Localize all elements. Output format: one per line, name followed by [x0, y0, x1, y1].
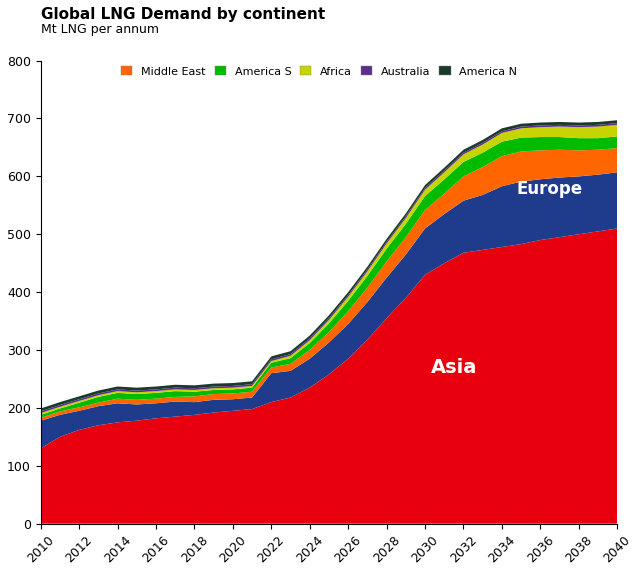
Legend: Middle East, America S, Africa, Australia, America N: Middle East, America S, Africa, Australi… — [121, 66, 518, 77]
Text: Asia: Asia — [431, 358, 477, 377]
Text: Europe: Europe — [517, 180, 583, 198]
Text: Mt LNG per annum: Mt LNG per annum — [41, 23, 159, 35]
Text: Global LNG Demand by continent: Global LNG Demand by continent — [41, 7, 325, 22]
